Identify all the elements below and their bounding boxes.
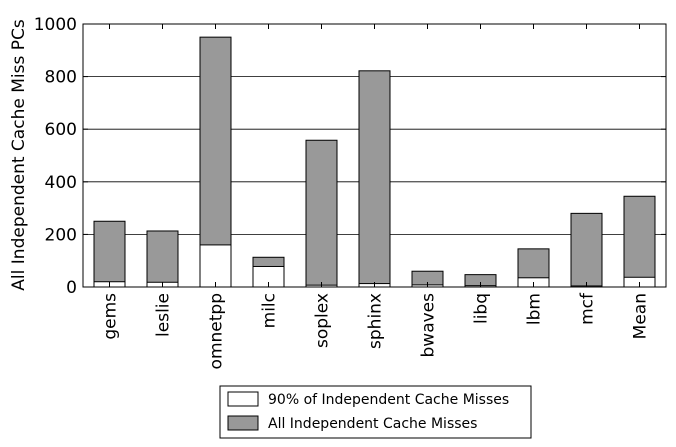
bar-all-mean — [623, 195, 656, 288]
x-tick-label: milc — [260, 293, 280, 328]
x-tick-label: mcf — [578, 292, 598, 325]
y-tick-label: 0 — [66, 278, 77, 298]
bar-all-sphinx — [358, 70, 391, 288]
y-tick-label: 200 — [45, 225, 77, 245]
x-tick-label: sphinx — [366, 293, 386, 349]
legend: 90% of Independent Cache Misses All Inde… — [219, 385, 532, 439]
y-tick-label: 400 — [45, 173, 77, 193]
bar-all-leslie — [146, 230, 179, 288]
bar-90pct-omnetpp — [199, 244, 232, 288]
x-axis: gems leslie omnetpp milc soplex sphinx bwaves l… — [101, 24, 651, 369]
legend-frame — [219, 385, 532, 439]
x-tick-label: omnetpp — [207, 293, 227, 369]
bar-all-soplex — [305, 139, 338, 288]
y-tick-label: 1000 — [34, 15, 77, 35]
x-tick-label: Mean — [631, 293, 651, 339]
y-tick-label: 600 — [45, 120, 77, 140]
x-tick-label: soplex — [313, 293, 333, 348]
bars — [93, 36, 656, 288]
bar-all-mcf — [570, 212, 603, 288]
legend-label-90pct: 90% of Independent Cache Misses — [268, 392, 509, 408]
x-tick-label: libq — [472, 293, 492, 324]
y-axis: 0 200 400 600 800 1000 — [34, 15, 666, 298]
y-tick-label: 800 — [45, 68, 77, 88]
legend-swatch-90pct — [227, 391, 259, 407]
x-tick-label: bwaves — [419, 293, 439, 358]
x-tick-label: gems — [101, 293, 121, 340]
y-axis-title: All Independent Cache Miss PCs — [9, 19, 29, 291]
x-tick-label: lbm — [525, 293, 545, 325]
legend-swatch-all — [227, 415, 259, 431]
bar-all-gems — [93, 220, 126, 288]
legend-label-all: All Independent Cache Misses — [268, 416, 477, 432]
x-tick-label: leslie — [154, 293, 174, 337]
